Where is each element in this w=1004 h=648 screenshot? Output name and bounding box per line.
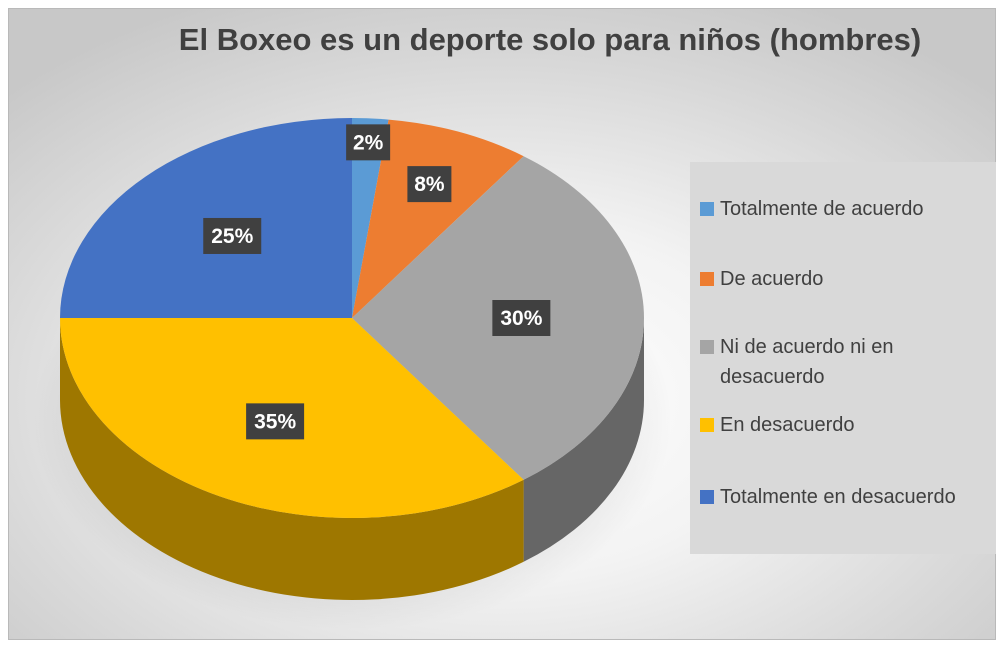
legend-label: Totalmente en desacuerdo [720,486,956,508]
legend-swatch [700,340,714,354]
data-label-box [203,217,262,254]
pie-slice-totalmente-de-acuerdo [352,118,389,318]
data-label-text: 2% [353,131,384,154]
data-label-ni-de-acuerdo-ni-en-desacuerdo: 30% [492,300,551,336]
pie-side-en-desacuerdo [60,318,524,600]
data-label-totalmente-en-desacuerdo: 25% [203,217,262,254]
legend-label: En desacuerdo [720,414,855,436]
data-label-box [346,124,391,161]
legend-item-de-acuerdo: De acuerdo [700,264,990,294]
data-label-text: 30% [500,307,542,330]
data-label-de-acuerdo: 8% [407,166,452,203]
data-label-text: 8% [414,173,445,196]
data-label-en-desacuerdo: 35% [246,403,305,440]
legend-swatch [700,272,714,286]
data-label-totalmente-de-acuerdo: 2% [346,124,391,161]
data-label-box [407,166,452,203]
data-label-box [246,403,305,440]
legend-item-totalmente-de-acuerdo: Totalmente de acuerdo [700,194,990,224]
chart-title: El Boxeo es un deporte solo para niños (… [178,22,922,57]
data-label-box [492,300,551,336]
legend: Totalmente de acuerdo De acuerdo Ni de acu… [690,162,996,554]
legend-swatch [700,202,714,216]
legend-label: De acuerdo [720,268,824,290]
legend-label: Ni de acuerdo ni en desacuerdo [720,336,894,388]
legend-swatch [700,490,714,504]
legend-item-en-desacuerdo: En desacuerdo [700,410,990,440]
data-label-text: 35% [254,410,296,433]
pie-data-labels: 2% 8% 30% 35% 25% [203,124,551,440]
legend-swatch [700,418,714,432]
data-label-text: 25% [211,225,253,248]
pie-top [60,118,644,518]
pie-sides [60,318,644,600]
pie-side-ni-de-acuerdo-ni-en-desacuerdo [523,318,644,562]
legend-label: Totalmente de acuerdo [720,198,924,220]
legend-item-totalmente-en-desacuerdo: Totalmente en desacuerdo [700,482,990,512]
legend-item-ni-de-acuerdo-ni-en-desacuerdo: Ni de acuerdo ni en desacuerdo [700,332,990,392]
pie-slice-de-acuerdo [352,119,524,318]
